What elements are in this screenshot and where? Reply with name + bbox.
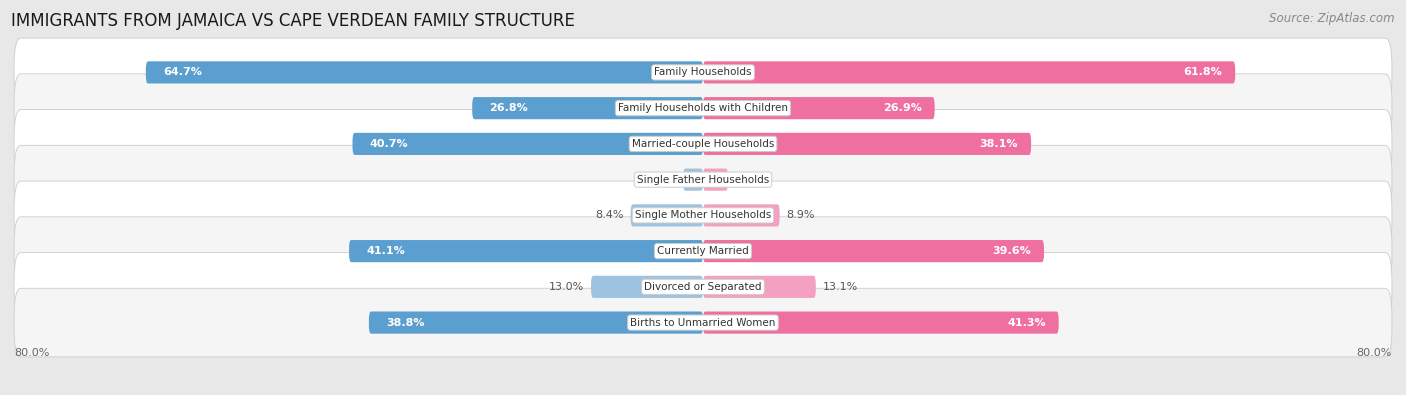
FancyBboxPatch shape	[703, 276, 815, 298]
FancyBboxPatch shape	[349, 240, 703, 262]
FancyBboxPatch shape	[14, 109, 1392, 178]
FancyBboxPatch shape	[472, 97, 703, 119]
FancyBboxPatch shape	[703, 312, 1059, 334]
Text: Single Father Households: Single Father Households	[637, 175, 769, 184]
Text: Married-couple Households: Married-couple Households	[631, 139, 775, 149]
FancyBboxPatch shape	[703, 169, 728, 191]
Text: 40.7%: 40.7%	[370, 139, 408, 149]
Text: 2.9%: 2.9%	[735, 175, 763, 184]
Text: 26.9%: 26.9%	[883, 103, 922, 113]
FancyBboxPatch shape	[14, 74, 1392, 143]
FancyBboxPatch shape	[14, 38, 1392, 107]
FancyBboxPatch shape	[591, 276, 703, 298]
FancyBboxPatch shape	[14, 288, 1392, 357]
FancyBboxPatch shape	[14, 145, 1392, 214]
Text: 80.0%: 80.0%	[14, 348, 49, 357]
Text: Source: ZipAtlas.com: Source: ZipAtlas.com	[1270, 12, 1395, 25]
Text: Family Households: Family Households	[654, 68, 752, 77]
Text: 41.1%: 41.1%	[367, 246, 405, 256]
Text: Family Households with Children: Family Households with Children	[619, 103, 787, 113]
FancyBboxPatch shape	[703, 240, 1045, 262]
Text: 2.3%: 2.3%	[648, 175, 676, 184]
Text: 13.0%: 13.0%	[548, 282, 583, 292]
FancyBboxPatch shape	[703, 97, 935, 119]
FancyBboxPatch shape	[703, 133, 1031, 155]
Text: 8.4%: 8.4%	[595, 211, 624, 220]
Text: 38.8%: 38.8%	[387, 318, 425, 327]
FancyBboxPatch shape	[14, 181, 1392, 250]
FancyBboxPatch shape	[353, 133, 703, 155]
Text: 8.9%: 8.9%	[786, 211, 815, 220]
FancyBboxPatch shape	[703, 204, 780, 226]
Text: Divorced or Separated: Divorced or Separated	[644, 282, 762, 292]
Text: 41.3%: 41.3%	[1007, 318, 1046, 327]
Text: 64.7%: 64.7%	[163, 68, 202, 77]
Text: 38.1%: 38.1%	[980, 139, 1018, 149]
Text: Currently Married: Currently Married	[657, 246, 749, 256]
FancyBboxPatch shape	[631, 204, 703, 226]
FancyBboxPatch shape	[368, 312, 703, 334]
Text: 26.8%: 26.8%	[489, 103, 529, 113]
FancyBboxPatch shape	[14, 217, 1392, 286]
FancyBboxPatch shape	[146, 61, 703, 83]
FancyBboxPatch shape	[14, 252, 1392, 321]
Text: 39.6%: 39.6%	[993, 246, 1031, 256]
Text: 80.0%: 80.0%	[1357, 348, 1392, 357]
Text: Births to Unmarried Women: Births to Unmarried Women	[630, 318, 776, 327]
Text: Single Mother Households: Single Mother Households	[636, 211, 770, 220]
Text: IMMIGRANTS FROM JAMAICA VS CAPE VERDEAN FAMILY STRUCTURE: IMMIGRANTS FROM JAMAICA VS CAPE VERDEAN …	[11, 12, 575, 30]
Text: 61.8%: 61.8%	[1184, 68, 1222, 77]
Text: 13.1%: 13.1%	[823, 282, 858, 292]
FancyBboxPatch shape	[703, 61, 1236, 83]
FancyBboxPatch shape	[683, 169, 703, 191]
